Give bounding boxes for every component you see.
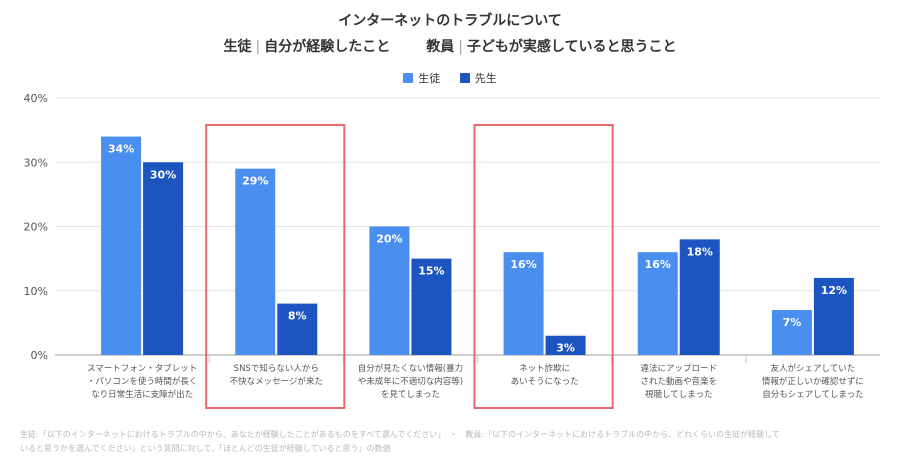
- data-label: 18%: [687, 245, 713, 258]
- data-label: 30%: [150, 168, 176, 181]
- subtitle-separator: |: [458, 39, 463, 55]
- x-category-label: ・パソコンを使う時間が長く: [87, 376, 198, 387]
- x-category-label: ネット詐欺に: [519, 363, 570, 374]
- x-category-label: 不快なメッセージが来た: [230, 376, 323, 387]
- data-label: 16%: [510, 258, 536, 271]
- bar-student: [235, 168, 276, 355]
- highlight-box: [473, 124, 614, 409]
- bar-teacher: [679, 239, 720, 355]
- bar-student: [637, 252, 678, 355]
- legend-swatch-teachers: [459, 73, 470, 83]
- highlight-box: [205, 124, 346, 409]
- x-category-label: 情報が正しいか確認せずに: [762, 376, 864, 387]
- bar-teacher: [277, 303, 318, 355]
- bar-student: [503, 252, 544, 355]
- x-category-label: 視聴してしまった: [645, 389, 712, 400]
- x-category-label: された動画や音楽を: [640, 376, 717, 387]
- y-tick-label: 40%: [24, 92, 48, 105]
- bar-teacher: [545, 335, 586, 355]
- y-tick-label: 30%: [24, 156, 48, 169]
- data-label: 29%: [242, 175, 268, 188]
- data-label: 15%: [418, 265, 444, 278]
- bar-student: [101, 136, 142, 355]
- chart-title: インターネットのトラブルについて: [338, 13, 562, 29]
- x-category-label: や未成年に不適切な内容等): [358, 376, 463, 387]
- data-label: 12%: [821, 284, 847, 297]
- bar-teacher: [143, 162, 184, 355]
- subtitle-teacher-desc: 子どもが実感していると思うこと: [466, 39, 677, 55]
- subtitle-separator: |: [255, 39, 261, 55]
- legend-label-teachers: 先生: [474, 72, 497, 85]
- data-label: 7%: [783, 316, 802, 329]
- x-category-label: 友人がシェアしていた: [771, 363, 856, 374]
- x-category-label: あいそうになった: [511, 377, 579, 387]
- subtitle-student-desc: 自分が経験したこと: [264, 39, 391, 55]
- x-category-label: 自分が見たくない情報(暴力: [358, 363, 463, 374]
- legend-swatch-students: [403, 73, 414, 83]
- x-category-label: スマートフォン・タブレット: [87, 363, 197, 374]
- chart-subtitle: 生徒 | 自分が経験したこと 教員 | 子どもが実感していると思うこと: [0, 36, 900, 56]
- legend-label-students: 生徒: [418, 72, 441, 85]
- chart-legend: 生徒 先生: [0, 70, 900, 86]
- bar-teacher: [411, 258, 452, 355]
- data-label: 16%: [645, 258, 671, 271]
- y-tick-label: 10%: [24, 285, 48, 298]
- footnote-line-2: いると思うかを選んでください」という質問に対して、「ほとんどの生徒が経験している…: [20, 444, 391, 453]
- x-category-label: 違法にアップロード: [640, 363, 717, 374]
- x-category-label: を見てしまった: [381, 390, 440, 400]
- data-label: 8%: [288, 310, 307, 323]
- y-tick-label: 20%: [24, 221, 48, 234]
- data-label: 3%: [556, 342, 575, 355]
- data-label: 20%: [376, 233, 402, 246]
- x-category-label: 自分もシェアしてしまった: [762, 389, 863, 400]
- footnote: 生徒:「以下のインターネットにおけるトラブルの中から、あなたが経験したことがある…: [20, 428, 890, 456]
- bar-teacher: [813, 277, 854, 355]
- legend-item-teachers: 先生: [459, 70, 497, 86]
- data-label: 34%: [108, 143, 134, 156]
- x-category-label: なり日常生活に支障が出た: [91, 389, 193, 400]
- y-tick-label: 0%: [31, 349, 48, 362]
- footnote-line-1: 生徒:「以下のインターネットにおけるトラブルの中から、あなたが経験したことがある…: [20, 430, 780, 439]
- bar-student: [369, 226, 410, 355]
- subtitle-student-label: 生徒: [223, 39, 252, 55]
- subtitle-teacher-label: 教員: [426, 39, 455, 55]
- x-category-label: SNSで知らない人から: [234, 363, 319, 374]
- bar-student: [771, 310, 812, 355]
- legend-item-students: 生徒: [403, 70, 440, 86]
